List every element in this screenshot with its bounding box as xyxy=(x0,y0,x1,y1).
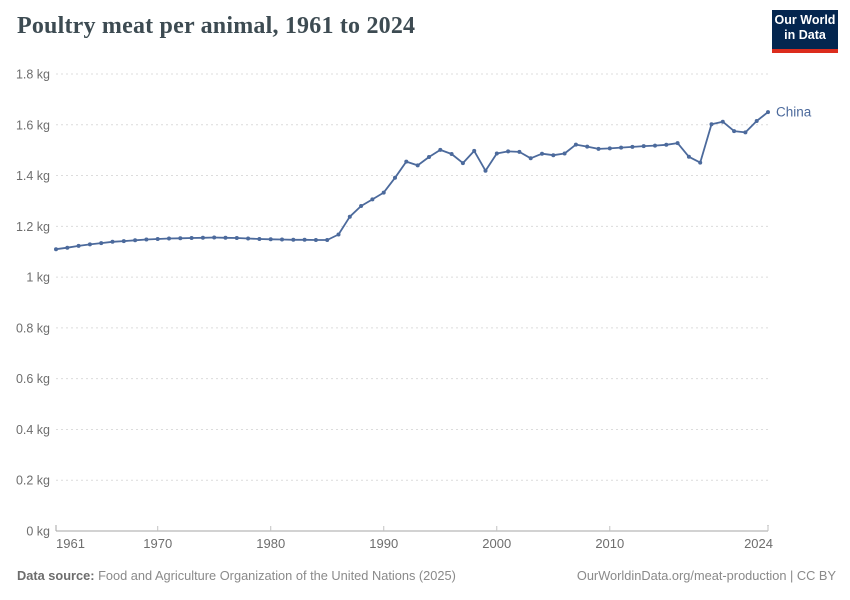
data-point-marker xyxy=(404,159,409,164)
data-point-marker xyxy=(280,237,284,242)
data-point-marker xyxy=(121,239,126,244)
data-point-marker xyxy=(54,247,58,252)
data-point-marker xyxy=(686,154,691,159)
data-point-marker xyxy=(223,235,228,240)
data-point-marker xyxy=(460,161,465,166)
y-axis-tick-label: 0.6 kg xyxy=(16,372,50,386)
data-point-marker xyxy=(483,168,488,173)
data-point-marker xyxy=(573,142,578,147)
y-axis-tick-label: 1.6 kg xyxy=(16,118,50,132)
data-point-marker xyxy=(313,238,318,242)
data-point-marker xyxy=(370,197,375,202)
data-point-marker xyxy=(291,237,296,242)
data-point-marker xyxy=(698,160,703,165)
owid-logo: Our World in Data xyxy=(772,10,838,53)
data-source-note: Data source: Food and Agriculture Organi… xyxy=(17,568,456,583)
data-point-marker xyxy=(709,122,714,127)
y-axis-tick-label: 0 kg xyxy=(26,525,50,539)
y-axis-tick-label: 1.4 kg xyxy=(16,169,50,183)
data-point-marker xyxy=(302,237,307,242)
data-point-marker xyxy=(393,175,397,180)
data-point-marker xyxy=(732,129,737,134)
data-point-marker xyxy=(551,153,556,158)
data-point-marker xyxy=(630,144,635,149)
data-point-marker xyxy=(144,237,149,242)
data-point-marker xyxy=(381,190,386,195)
data-point-marker xyxy=(133,238,138,243)
data-point-marker xyxy=(653,143,657,148)
data-point-marker xyxy=(212,235,217,240)
data-point-marker xyxy=(359,204,364,208)
y-axis-tick-label: 0.4 kg xyxy=(16,423,50,437)
data-point-marker xyxy=(234,236,239,240)
x-axis-tick-label: 2010 xyxy=(595,536,624,551)
data-point-marker xyxy=(517,149,522,154)
owid-logo-line1: Our World xyxy=(774,13,836,27)
data-point-marker xyxy=(506,149,511,154)
data-point-marker xyxy=(246,236,251,241)
data-point-marker xyxy=(596,146,601,151)
y-axis-tick-label: 1.8 kg xyxy=(16,68,50,82)
data-point-marker xyxy=(754,119,759,123)
data-point-marker xyxy=(743,130,748,135)
data-point-marker xyxy=(99,241,104,246)
x-axis-tick-label: 1990 xyxy=(369,536,398,551)
y-axis-tick-label: 1 kg xyxy=(26,271,50,285)
data-point-marker xyxy=(641,144,646,149)
y-axis-tick-label: 1.2 kg xyxy=(16,220,50,234)
data-point-marker xyxy=(110,239,115,244)
x-axis-tick-label: 1970 xyxy=(143,536,172,551)
data-point-marker xyxy=(472,148,477,153)
data-point-marker xyxy=(540,151,544,156)
data-point-marker xyxy=(347,214,352,219)
data-point-marker xyxy=(178,236,183,241)
data-point-marker xyxy=(76,243,81,248)
data-point-marker xyxy=(562,151,567,156)
y-axis-tick-label: 0.2 kg xyxy=(16,474,50,488)
y-axis-tick-label: 0.8 kg xyxy=(16,321,50,335)
data-point-marker xyxy=(438,147,443,152)
data-source-text: Food and Agriculture Organization of the… xyxy=(94,568,456,583)
x-axis-tick-label: 1980 xyxy=(256,536,285,551)
data-point-marker xyxy=(257,237,262,241)
data-point-marker xyxy=(189,236,194,240)
chart-title: Poultry meat per animal, 1961 to 2024 xyxy=(17,13,416,39)
data-point-marker xyxy=(494,151,499,156)
data-point-marker xyxy=(65,245,70,250)
data-point-marker xyxy=(268,237,273,242)
data-point-marker xyxy=(427,155,431,159)
x-axis-tick-label: 2000 xyxy=(482,536,511,551)
data-point-marker xyxy=(585,144,590,149)
data-series-line xyxy=(55,111,769,251)
series-label-china: China xyxy=(776,105,812,120)
data-point-marker xyxy=(336,232,341,237)
data-point-marker xyxy=(325,238,330,242)
data-point-marker xyxy=(528,156,533,161)
data-point-marker xyxy=(200,235,205,240)
data-point-marker xyxy=(675,141,680,146)
footer-link[interactable]: OurWorldinData.org/meat-production | CC … xyxy=(576,568,836,583)
data-point-marker xyxy=(664,142,669,147)
data-point-marker xyxy=(766,110,770,115)
data-point-marker xyxy=(87,242,92,247)
data-point-marker xyxy=(415,163,420,168)
data-point-marker xyxy=(720,119,725,124)
data-point-marker xyxy=(167,236,171,241)
data-point-marker xyxy=(619,145,624,150)
x-axis-tick-label: 1961 xyxy=(56,536,85,551)
data-point-marker xyxy=(155,237,160,241)
owid-logo-line2: in Data xyxy=(784,28,826,42)
data-point-marker xyxy=(607,146,612,151)
data-source-label: Data source: xyxy=(17,568,95,583)
data-point-marker xyxy=(449,152,454,156)
x-axis-tick-label: 2024 xyxy=(744,536,773,551)
